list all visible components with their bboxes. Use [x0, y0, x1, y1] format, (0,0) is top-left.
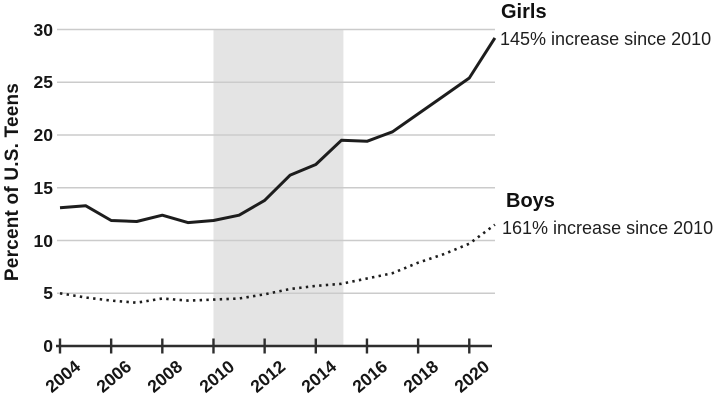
girls-line: [59, 37, 497, 225]
y-axis-title: Percent of U.S. Teens: [2, 82, 23, 282]
y-tick-label-25: 25: [33, 72, 53, 93]
girls-series-label: Girls: [501, 1, 547, 23]
y-tick-label-30: 30: [33, 19, 53, 40]
y-tick-label-15: 15: [33, 177, 53, 198]
y-tick-label-0: 0: [43, 336, 53, 356]
girls-increase-annotation: 145% increase since 2010: [500, 29, 712, 49]
y-tick-label-20: 20: [33, 125, 53, 145]
y-tick-label-10: 10: [33, 230, 53, 251]
boys-increase-annotation: 161% increase since 2010: [502, 218, 714, 238]
y-tick-label-5: 5: [43, 283, 53, 304]
boys-series-label: Boys: [506, 190, 555, 212]
